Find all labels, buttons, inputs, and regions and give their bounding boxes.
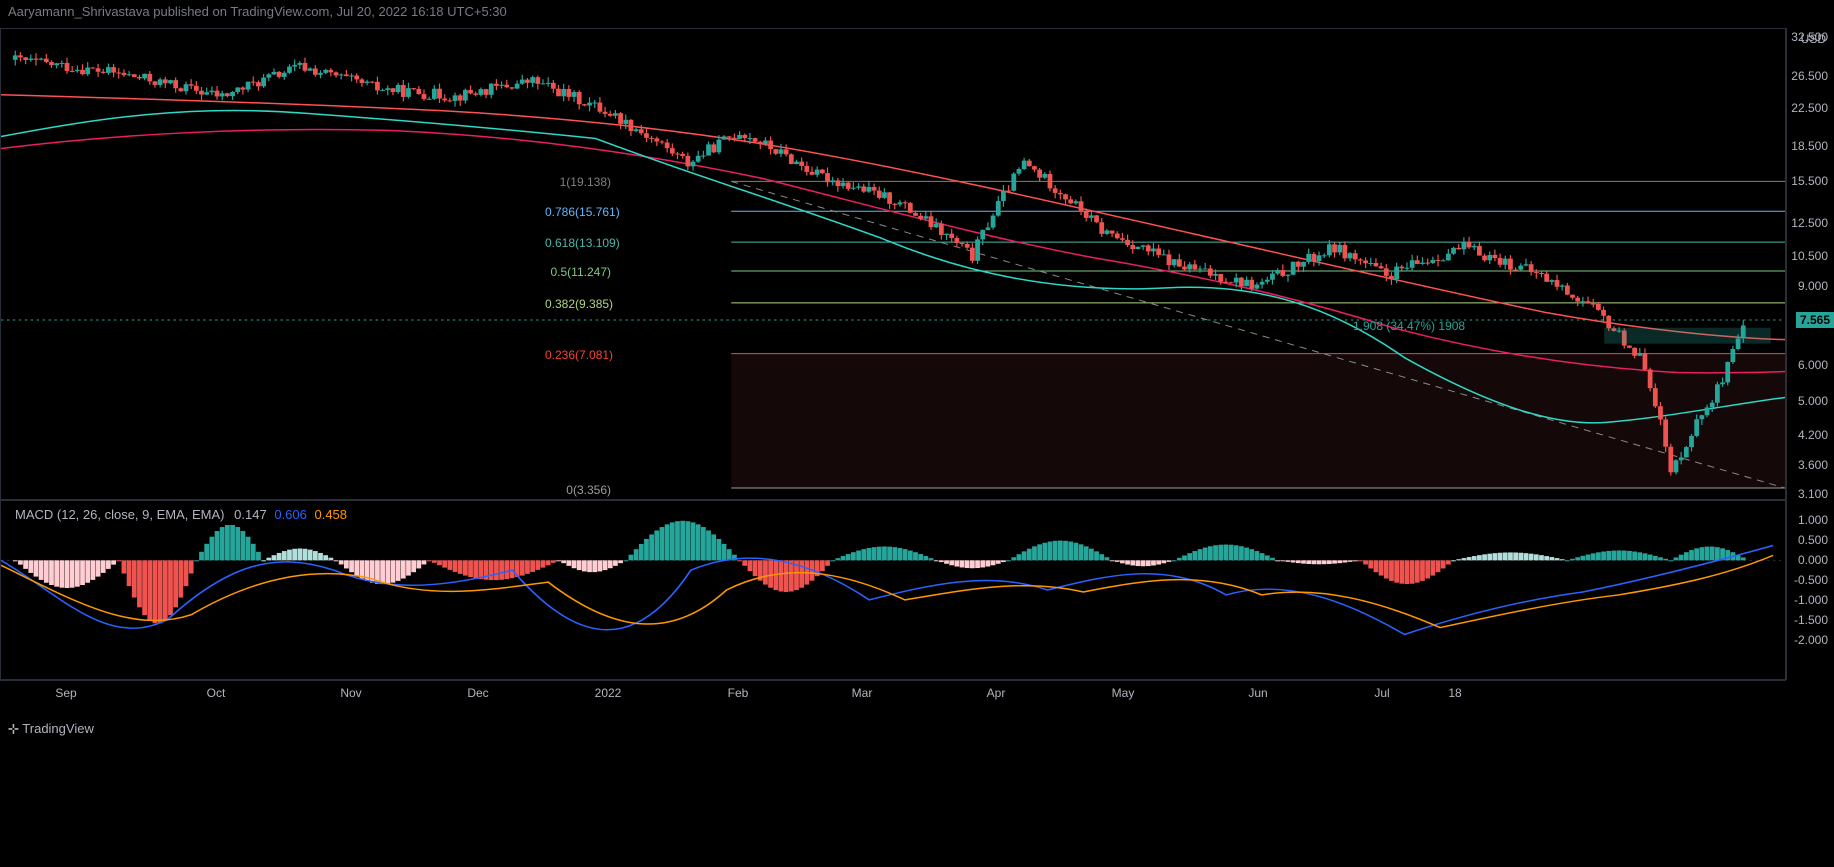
price-chart-svg	[1, 29, 1785, 499]
macd-label: MACD (12, 26, close, 9, EMA, EMA)	[15, 507, 225, 522]
fib-label: 0.236(7.081)	[545, 348, 611, 362]
macd-tick: -1.000	[1794, 593, 1828, 607]
price-tick: 5.000	[1798, 394, 1828, 408]
fib-label: 0.618(13.109)	[545, 236, 611, 250]
macd-signal-v: 0.458	[314, 507, 347, 522]
price-axis[interactable]: USD 32.50026.50022.50018.50015.50012.500…	[1786, 28, 1834, 500]
macd-tick: 0.000	[1798, 553, 1828, 567]
macd-axis[interactable]: 1.000 0.500 0.000 -0.500 -1.000 -1.500 -2.000	[1786, 500, 1834, 680]
price-tick: 6.000	[1798, 358, 1828, 372]
macd-macd-v: 0.606	[274, 507, 307, 522]
time-tick: Feb	[728, 686, 749, 700]
price-tick: 22.500	[1791, 101, 1828, 115]
time-tick: 18	[1448, 686, 1461, 700]
macd-tick: 1.000	[1798, 513, 1828, 527]
macd-pane[interactable]: MACD (12, 26, close, 9, EMA, EMA) 0.147 …	[0, 500, 1786, 680]
macd-chart-svg	[1, 501, 1785, 679]
time-axis[interactable]: Sep Oct Nov Dec 2022 Feb Mar Apr May Jun Jul 18	[0, 680, 1786, 706]
price-tick: 26.500	[1791, 69, 1828, 83]
time-tick: Sep	[55, 686, 76, 700]
fib-label: 0.382(9.385)	[545, 297, 611, 311]
fib-label: 0(3.356)	[545, 483, 611, 497]
price-tick: 32.500	[1791, 30, 1828, 44]
macd-tick: -0.500	[1794, 573, 1828, 587]
fib-label: 1(19.138)	[545, 175, 611, 189]
publish-header: Aaryamann_Shrivastava published on Tradi…	[8, 4, 507, 19]
time-tick: Apr	[987, 686, 1006, 700]
macd-tick: 0.500	[1798, 533, 1828, 547]
price-tick: 3.100	[1798, 487, 1828, 501]
last-price-badge: 7.565	[1796, 312, 1834, 328]
time-tick: 2022	[595, 686, 622, 700]
price-tick: 15.500	[1791, 174, 1828, 188]
price-tick: 9.000	[1798, 279, 1828, 293]
time-tick: Oct	[207, 686, 226, 700]
macd-tick: -2.000	[1794, 633, 1828, 647]
price-tick: 18.500	[1791, 139, 1828, 153]
macd-legend: MACD (12, 26, close, 9, EMA, EMA) 0.147 …	[15, 507, 347, 522]
time-tick: Mar	[852, 686, 873, 700]
price-tick: 3.600	[1798, 458, 1828, 472]
macd-tick: -1.500	[1794, 613, 1828, 627]
price-pane[interactable]: 1(19.138) 0.786(15.761) 0.618(13.109) 0.5(1…	[0, 28, 1786, 500]
time-tick: Nov	[340, 686, 361, 700]
measure-label: 1.908 (34.47%) 1908	[1353, 319, 1465, 333]
time-tick: Jul	[1374, 686, 1389, 700]
macd-hist-v: 0.147	[234, 507, 267, 522]
price-tick: 12.500	[1791, 216, 1828, 230]
price-tick: 10.500	[1791, 249, 1828, 263]
chart-container: Aaryamann_Shrivastava published on Tradi…	[0, 0, 1834, 867]
time-tick: Dec	[467, 686, 488, 700]
fib-label: 0.5(11.247)	[545, 265, 611, 279]
time-tick: May	[1112, 686, 1135, 700]
tradingview-logo: ⊹ TradingView	[8, 721, 94, 737]
fib-label: 0.786(15.761)	[545, 205, 611, 219]
time-tick: Jun	[1248, 686, 1267, 700]
price-tick: 4.200	[1798, 428, 1828, 442]
